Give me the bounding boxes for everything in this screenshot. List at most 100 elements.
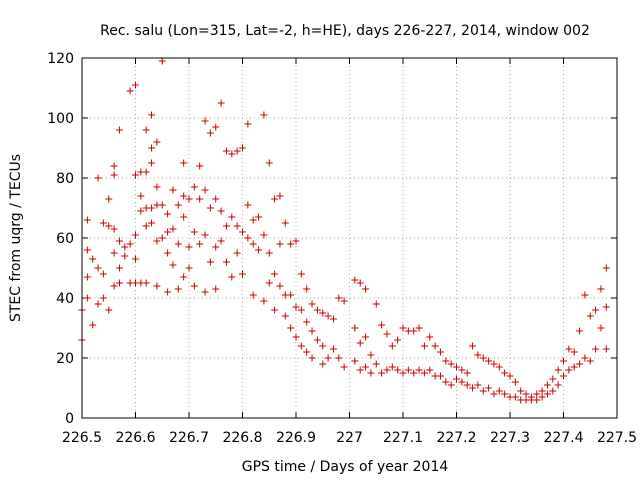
data-point-marker bbox=[453, 363, 460, 371]
data-point-marker bbox=[303, 285, 311, 293]
data-point-marker bbox=[469, 342, 477, 350]
data-point-marker bbox=[110, 225, 118, 233]
data-point-marker bbox=[148, 144, 156, 152]
data-point-marker bbox=[292, 303, 300, 311]
data-point-marker bbox=[217, 99, 225, 107]
data-point-marker bbox=[105, 222, 113, 230]
data-point-marker bbox=[378, 321, 386, 329]
data-point-marker bbox=[485, 357, 493, 365]
data-point-marker bbox=[233, 147, 241, 155]
data-point-marker bbox=[249, 291, 257, 299]
data-point-marker bbox=[431, 342, 439, 350]
data-point-marker bbox=[329, 315, 337, 323]
data-point-marker bbox=[442, 378, 450, 386]
data-point-marker bbox=[239, 270, 246, 278]
data-point-marker bbox=[148, 159, 156, 167]
data-point-marker bbox=[94, 300, 102, 308]
data-point-marker bbox=[549, 375, 557, 383]
data-point-marker bbox=[335, 294, 343, 302]
data-point-marker bbox=[303, 348, 311, 356]
data-point-marker bbox=[356, 339, 364, 347]
data-point-marker bbox=[212, 195, 220, 203]
data-point-marker bbox=[196, 195, 204, 203]
data-point-marker bbox=[319, 360, 327, 368]
y-tick-label: 120 bbox=[47, 51, 74, 67]
data-point-marker bbox=[367, 369, 375, 377]
data-point-marker bbox=[164, 288, 172, 296]
data-point-marker bbox=[115, 264, 123, 272]
data-point-marker bbox=[99, 270, 107, 278]
data-point-marker bbox=[538, 387, 546, 395]
data-point-marker bbox=[201, 288, 209, 296]
data-point-marker bbox=[426, 333, 434, 341]
data-point-marker bbox=[565, 366, 573, 374]
data-point-marker bbox=[83, 246, 91, 254]
data-point-marker bbox=[281, 312, 289, 320]
data-point-marker bbox=[324, 312, 332, 320]
data-point-marker bbox=[469, 384, 477, 392]
data-point-marker bbox=[602, 264, 610, 272]
data-point-marker bbox=[115, 237, 123, 245]
data-point-marker bbox=[249, 216, 257, 224]
data-point-marker bbox=[372, 360, 380, 368]
data-point-marker bbox=[148, 219, 156, 227]
data-point-marker bbox=[356, 366, 364, 374]
data-point-marker bbox=[362, 363, 370, 371]
data-point-marker bbox=[180, 192, 188, 200]
data-point-marker bbox=[228, 213, 236, 221]
data-point-marker bbox=[180, 159, 188, 167]
data-point-marker bbox=[110, 171, 118, 179]
data-point-marker bbox=[399, 324, 407, 332]
data-point-marker bbox=[436, 348, 444, 356]
y-ticks: 0 20 40 60 80 100 120 bbox=[47, 51, 617, 427]
data-point-marker bbox=[388, 342, 396, 350]
data-point-marker bbox=[244, 201, 252, 209]
data-point-marker bbox=[351, 357, 359, 365]
data-point-marker bbox=[292, 333, 300, 341]
data-point-marker bbox=[83, 216, 91, 224]
data-point-marker bbox=[169, 186, 177, 194]
data-point-marker bbox=[581, 354, 589, 362]
data-point-marker bbox=[303, 318, 311, 326]
data-point-marker bbox=[442, 357, 450, 365]
data-point-marker bbox=[190, 228, 198, 236]
data-point-marker bbox=[260, 231, 268, 239]
data-point-marker bbox=[367, 351, 375, 359]
data-point-marker bbox=[549, 387, 557, 395]
data-point-marker bbox=[83, 294, 91, 302]
data-point-marker bbox=[265, 159, 273, 167]
y-tick-label: 100 bbox=[47, 111, 74, 127]
data-point-marker bbox=[602, 345, 610, 353]
data-point-marker bbox=[228, 273, 236, 281]
data-point-marker bbox=[602, 303, 610, 311]
data-point-marker bbox=[185, 264, 193, 272]
data-point-marker bbox=[474, 351, 482, 359]
data-point-marker bbox=[137, 192, 145, 200]
data-point-marker bbox=[490, 390, 498, 398]
data-point-marker bbox=[115, 279, 123, 287]
data-point-marker bbox=[410, 327, 418, 335]
data-point-marker bbox=[501, 390, 509, 398]
data-point-marker bbox=[570, 363, 578, 371]
x-tick-label: 227.4 bbox=[543, 430, 583, 446]
data-point-marker bbox=[554, 381, 562, 389]
data-point-marker bbox=[158, 201, 166, 209]
data-point-marker bbox=[297, 342, 305, 350]
data-point-marker bbox=[115, 126, 123, 134]
x-tick-label: 227.2 bbox=[436, 430, 476, 446]
data-point-marker bbox=[99, 219, 107, 227]
data-point-marker bbox=[169, 261, 177, 269]
data-point-marker bbox=[244, 234, 252, 242]
data-point-marker bbox=[372, 300, 380, 308]
data-point-marker bbox=[415, 366, 423, 374]
data-point-marker bbox=[495, 387, 503, 395]
data-point-marker bbox=[565, 345, 573, 353]
data-point-marker bbox=[479, 387, 487, 395]
data-point-marker bbox=[517, 387, 525, 395]
data-point-marker bbox=[351, 324, 359, 332]
data-point-marker bbox=[255, 246, 263, 254]
data-point-marker bbox=[394, 366, 402, 374]
data-point-marker bbox=[447, 360, 455, 368]
x-tick-label: 227.3 bbox=[490, 430, 530, 446]
